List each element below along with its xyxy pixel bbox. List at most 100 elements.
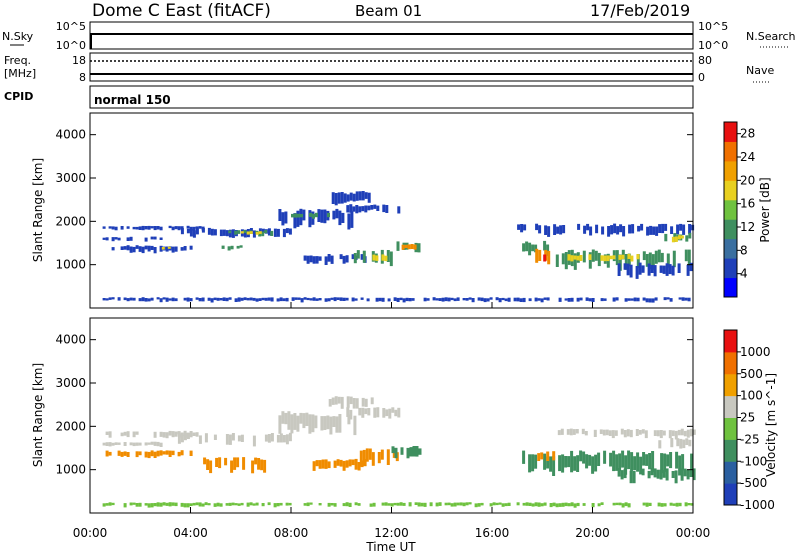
velocity-echo-cell [377,452,381,464]
power-echo-cell [138,246,142,252]
colorbar-segment [724,351,737,375]
velocity-echo-cell [677,429,681,436]
velocity-echo-cell [219,503,223,507]
power-echo-cell [156,297,160,300]
velocity-echo-cell [355,398,359,409]
power-echo-cell [138,298,142,302]
power-echo-cell [337,192,341,204]
velocity-echo-patch [537,451,556,461]
power-echo-cell [588,298,592,302]
colorbar-segment [724,417,737,440]
power-echo-cell [645,298,649,303]
velocity-echo-cell [387,503,391,506]
velocity-echo-cell [386,449,390,465]
power-echo-cell [361,206,365,212]
power-echo-cell [389,251,393,267]
velocity-echo-cell [671,471,675,478]
power-echo-cell [174,246,178,252]
velocity-echo-cell [594,454,598,472]
velocity-echo-cell [675,502,679,507]
power-echo-cell [236,245,240,249]
velocity-echo-cell [621,450,625,468]
velocity-echo-cell [201,503,205,507]
power-echo-cell [360,254,364,260]
velocity-echo-cell [650,468,654,476]
velocity-echo-cell [620,428,624,435]
velocity-echo-cell [534,454,538,469]
power-echo-cell [531,244,535,252]
power-echo-cell [285,297,289,302]
power-echo-cell [207,227,211,235]
velocity-echo-cell [683,430,687,437]
velocity-echo-cell [305,412,309,426]
velocity-echo-cell [653,430,657,436]
power-echo-cell [361,191,365,201]
power-echo-cell [426,298,430,301]
power-echo-cell [666,253,670,268]
velocity-echo-cell [333,460,337,468]
velocity-echo-cell [359,450,363,467]
velocity-echo-cell [129,502,133,506]
velocity-echo-cell [159,502,163,507]
velocity-echo-cell [406,447,410,459]
velocity-echo-cell [168,502,172,507]
velocity-echo-cell [686,429,690,438]
velocity-echo-cell [123,442,127,446]
power-echo-cell [642,251,646,261]
velocity-echo-cell [678,502,682,507]
power-echo-cell [324,298,328,302]
power-echo-cell [258,298,262,301]
colorbar-tick-label: 8 [740,243,748,257]
velocity-echo-patch [617,468,696,484]
nsky-tick-top: 10^5 [56,20,86,33]
power-echo-cell [468,297,472,300]
power-echo-cell [147,245,151,252]
power-echo-cell [309,255,313,263]
power-echo-cell [553,224,557,235]
power-echo-cell [367,205,371,211]
power-echo-patch [372,254,388,262]
velocity-echo-cell [228,502,232,506]
power-echo-cell [195,228,199,235]
velocity-echo-cell [198,435,202,444]
power-echo-cell [228,229,232,238]
velocity-echo-cell [192,432,196,436]
power-echo-patch [401,244,417,250]
velocity-echo-cell [560,428,564,435]
power-echo-cell [308,210,312,228]
power-echo-cell [633,297,637,302]
power-echo-cell [618,254,622,260]
velocity-echo-cell [234,503,238,506]
velocity-echo-cell [657,502,661,507]
power-y-ticks: 1000 2000 3000 4000 [55,128,693,272]
velocity-echo-cell [684,502,688,507]
power-echo-cell [355,205,359,214]
velocity-echo-cell [353,415,357,436]
velocity-echo-cell [567,456,571,468]
velocity-echo-cell [641,429,645,434]
velocity-echo-cell [465,502,469,506]
velocity-echo-cell [299,412,303,424]
velocity-echo-cell [361,407,365,418]
power-echo-cell [355,191,359,201]
velocity-echo-cell [204,433,208,443]
velocity-echo-cell [615,502,619,506]
velocity-echo-cell [540,503,544,507]
power-echo-cell [601,226,605,235]
power-echo-cell [576,255,580,261]
power-echo-cell [462,298,466,301]
velocity-echo-cell [120,432,124,437]
velocity-echo-cell [444,502,448,506]
power-echo-patch [522,240,550,256]
velocity-echo-cell [189,503,193,506]
velocity-echo-cell [207,503,211,506]
velocity-echo-cell [557,430,561,436]
power-echo-cell [665,263,669,276]
velocity-echo-cell [257,458,261,470]
power-echo-cell [646,226,650,236]
power-echo-cell [270,297,274,302]
velocity-echo-cell [209,460,213,474]
velocity-echo-cell [302,413,306,429]
velocity-echo-cell [370,397,374,405]
power-echo-patch [331,191,371,206]
